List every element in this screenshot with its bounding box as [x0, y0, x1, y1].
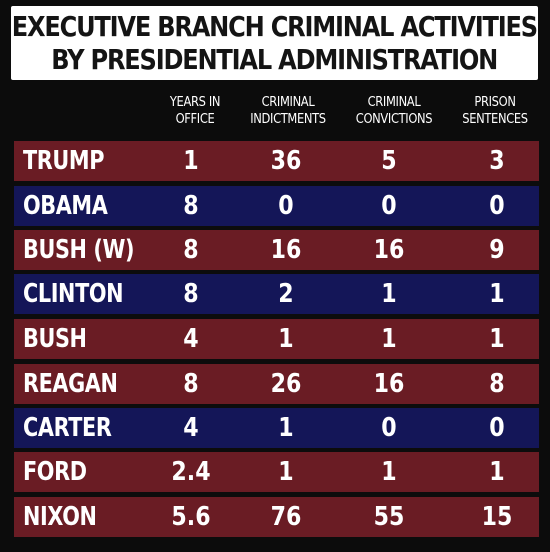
- cell-sentences: 15: [481, 502, 513, 532]
- president-name: REAGAN: [23, 369, 118, 399]
- header-indictments-line2: INDICTMENTS: [250, 111, 326, 127]
- table-row: CLINTON 8 2 1 1: [14, 274, 539, 314]
- header-prison-sentences: PRISON SENTENCES: [450, 94, 540, 134]
- table-row: BUSH (W) 8 16 16 9: [14, 230, 539, 270]
- header-sentences-line1: PRISON: [474, 94, 516, 110]
- cell-years: 8: [183, 235, 199, 265]
- header-criminal-convictions: CRIMINAL CONVICTIONS: [344, 94, 444, 134]
- cell-sentences: 1: [489, 279, 505, 309]
- cell-years: 8: [183, 191, 199, 221]
- table-row: FORD 2.4 1 1 1: [14, 452, 539, 492]
- cell-convictions: 0: [381, 413, 397, 443]
- cell-indictments: 36: [270, 146, 302, 176]
- cell-sentences: 3: [489, 146, 505, 176]
- cell-convictions: 16: [373, 235, 405, 265]
- cell-years: 1: [183, 146, 199, 176]
- header-sentences-line2: SENTENCES: [462, 111, 528, 127]
- cell-sentences: 1: [489, 457, 505, 487]
- cell-sentences: 8: [489, 369, 505, 399]
- president-name: TRUMP: [23, 146, 105, 176]
- table-row: TRUMP 1 36 5 3: [14, 141, 539, 181]
- cell-years: 8: [183, 279, 199, 309]
- cell-years: 8: [183, 369, 199, 399]
- header-indictments-line1: CRIMINAL: [261, 94, 315, 110]
- header-convictions-line1: CRIMINAL: [367, 94, 421, 110]
- president-name: CLINTON: [23, 279, 124, 309]
- cell-indictments: 26: [270, 369, 302, 399]
- cell-convictions: 1: [381, 457, 397, 487]
- header-years-line2: OFFICE: [175, 111, 215, 127]
- cell-convictions: 5: [381, 146, 397, 176]
- title-line-2: BY PRESIDENTIAL ADMINISTRATION: [51, 43, 499, 76]
- cell-indictments: 1: [278, 324, 294, 354]
- table-row: REAGAN 8 26 16 8: [14, 364, 539, 404]
- cell-indictments: 16: [270, 235, 302, 265]
- cell-indictments: 76: [270, 502, 302, 532]
- cell-years: 4: [183, 413, 199, 443]
- title-line-1: EXECUTIVE BRANCH CRIMINAL ACTIVITIES: [11, 10, 538, 43]
- cell-sentences: 9: [489, 235, 505, 265]
- cell-sentences: 1: [489, 324, 505, 354]
- president-name: BUSH (W): [23, 235, 135, 265]
- president-name: OBAMA: [23, 191, 108, 221]
- table-row: CARTER 4 1 0 0: [14, 408, 539, 448]
- cell-convictions: 1: [381, 324, 397, 354]
- cell-indictments: 2: [278, 279, 294, 309]
- table-row: OBAMA 8 0 0 0: [14, 186, 539, 226]
- table-row: BUSH 4 1 1 1: [14, 319, 539, 359]
- cell-indictments: 1: [278, 413, 294, 443]
- title-box: EXECUTIVE BRANCH CRIMINAL ACTIVITIES BY …: [11, 6, 538, 80]
- cell-indictments: 0: [278, 191, 294, 221]
- header-years-in-office: YEARS IN OFFICE: [153, 94, 237, 134]
- cell-sentences: 0: [489, 191, 505, 221]
- cell-convictions: 0: [381, 191, 397, 221]
- header-criminal-indictments: CRIMINAL INDICTMENTS: [238, 94, 338, 134]
- cell-convictions: 1: [381, 279, 397, 309]
- cell-years: 2.4: [171, 457, 211, 487]
- president-name: BUSH: [23, 324, 87, 354]
- president-name: FORD: [23, 457, 87, 487]
- header-convictions-line2: CONVICTIONS: [355, 111, 433, 127]
- president-name: CARTER: [23, 413, 112, 443]
- table-row: NIXON 5.6 76 55 15: [14, 497, 539, 537]
- president-name: NIXON: [23, 502, 97, 532]
- cell-convictions: 16: [373, 369, 405, 399]
- cell-convictions: 55: [373, 502, 405, 532]
- cell-indictments: 1: [278, 457, 294, 487]
- cell-sentences: 0: [489, 413, 505, 443]
- cell-years: 5.6: [171, 502, 211, 532]
- cell-years: 4: [183, 324, 199, 354]
- header-years-line1: YEARS IN: [169, 94, 221, 110]
